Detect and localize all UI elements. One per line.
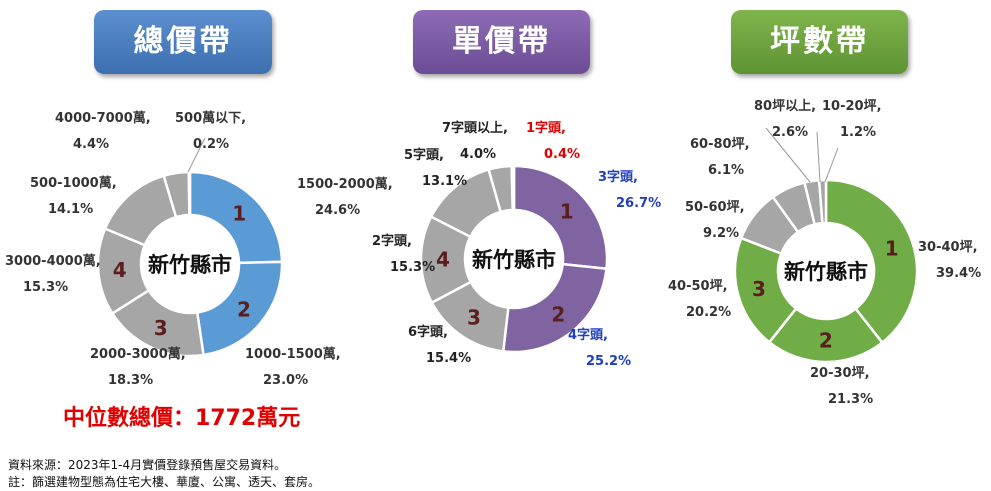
donut-0-label-6: 500萬以下,: [175, 110, 246, 126]
donut-2-center-label: 新竹縣市: [784, 260, 868, 284]
header-unit-price: 單價帶: [413, 10, 590, 74]
donut-1-label-2: 6字頭,: [408, 324, 448, 340]
donut-0-slice-6: [187, 170, 192, 217]
donut-2-slice-6: [817, 178, 828, 225]
donut-0-rank-2: 3: [154, 316, 168, 340]
donut-1-label-4: 5字頭,: [404, 147, 444, 163]
donut-0-value-3: 15.3%: [23, 280, 68, 295]
median-total-price: 中位數總價：1772萬元: [63, 406, 301, 431]
header-floor-area: 坪數帶: [731, 10, 908, 74]
donut-1-label-5: 7字頭以上,: [442, 120, 508, 136]
donut-1-value-0: 26.7%: [616, 196, 661, 211]
donut-2-label-1: 20-30坪,: [810, 366, 870, 381]
donut-1-value-3: 15.3%: [390, 260, 435, 275]
donut-1-label-3: 2字頭,: [372, 233, 412, 249]
donut-2-label-0: 30-40坪,: [918, 240, 978, 255]
donut-0-rank-3: 4: [113, 258, 127, 282]
donut-1-value-2: 15.4%: [426, 351, 471, 366]
donut-2-leader-0: [765, 127, 811, 183]
donut-1-slice-0: [512, 164, 609, 271]
donut-1-slice-1: [501, 262, 608, 354]
donut-2-value-0: 39.4%: [936, 266, 981, 281]
donut-0-center-label: 新竹縣市: [148, 253, 232, 277]
donut-2-rank-2: 3: [752, 277, 766, 301]
donut-2-value-6: 1.2%: [840, 125, 876, 140]
donut-2-value-4: 6.1%: [708, 163, 744, 178]
donut-0-value-5: 4.4%: [73, 137, 109, 152]
donut-0-value-0: 24.6%: [315, 203, 360, 218]
donut-1-label-1: 4字頭,: [568, 327, 608, 343]
donut-0-value-1: 23.0%: [263, 373, 308, 388]
donut-0-value-2: 18.3%: [108, 373, 153, 388]
donut-1-rank-2: 3: [467, 306, 481, 330]
donut-0-label-1: 1000-1500萬,: [245, 346, 341, 362]
header-total-price: 總價帶: [94, 10, 272, 74]
donut-1-rank-3: 4: [436, 248, 450, 272]
donut-1-label-0: 3字頭,: [598, 169, 638, 185]
donut-2-rank-0: 1: [885, 236, 899, 260]
donut-1-rank-1: 2: [551, 302, 565, 326]
donut-0-value-6: 0.2%: [193, 137, 229, 152]
donut-2-value-2: 20.2%: [686, 305, 731, 320]
donut-0-leader-0: [187, 137, 206, 173]
source-note: 資料來源：2023年1-4月實價登錄預售屋交易資料。: [8, 458, 287, 472]
donut-1-value-6: 0.4%: [544, 147, 580, 162]
donut-1-rank-0: 1: [560, 200, 574, 224]
donut-2-leader-2: [824, 147, 839, 183]
donut-0-label-0: 1500-2000萬,: [297, 176, 393, 192]
donut-2-value-1: 21.3%: [828, 392, 873, 407]
donut-2-label-5: 80坪以上,: [754, 99, 816, 114]
donut-1-value-4: 13.1%: [422, 174, 467, 189]
donut-2-label-6: 10-20坪,: [822, 99, 882, 114]
donut-2-rank-1: 2: [819, 328, 833, 352]
donut-2-value-5: 2.6%: [772, 125, 808, 140]
donut-2-slice-0: [824, 178, 919, 345]
filter-note: 註：篩選建物型態為住宅大樓、華廈、公寓、透天、套房。: [8, 475, 321, 489]
donut-2-value-3: 9.2%: [703, 226, 739, 241]
donut-0-slice-0: [188, 170, 284, 265]
donut-0-rank-0: 1: [232, 202, 246, 226]
donut-0-value-4: 14.1%: [48, 202, 93, 217]
donut-0-label-3: 3000-4000萬,: [5, 253, 101, 269]
donut-2-label-4: 60-80坪,: [690, 137, 750, 152]
donut-1-slice-6: [510, 164, 516, 212]
donut-2-label-2: 40-50坪,: [668, 279, 728, 294]
donut-1-center-label: 新竹縣市: [472, 248, 556, 272]
donut-0-label-5: 4000-7000萬,: [55, 110, 151, 126]
donut-1-value-5: 4.0%: [460, 147, 496, 162]
donut-2-leader-1: [816, 131, 821, 183]
donut-0-label-2: 2000-3000萬,: [90, 346, 186, 362]
donut-0-rank-1: 2: [237, 297, 251, 321]
donut-1-label-6: 1字頭,: [526, 120, 566, 136]
donut-2-label-3: 50-60坪,: [685, 200, 745, 215]
donut-0-label-4: 500-1000萬,: [30, 175, 117, 191]
donut-1-value-1: 25.2%: [586, 354, 631, 369]
